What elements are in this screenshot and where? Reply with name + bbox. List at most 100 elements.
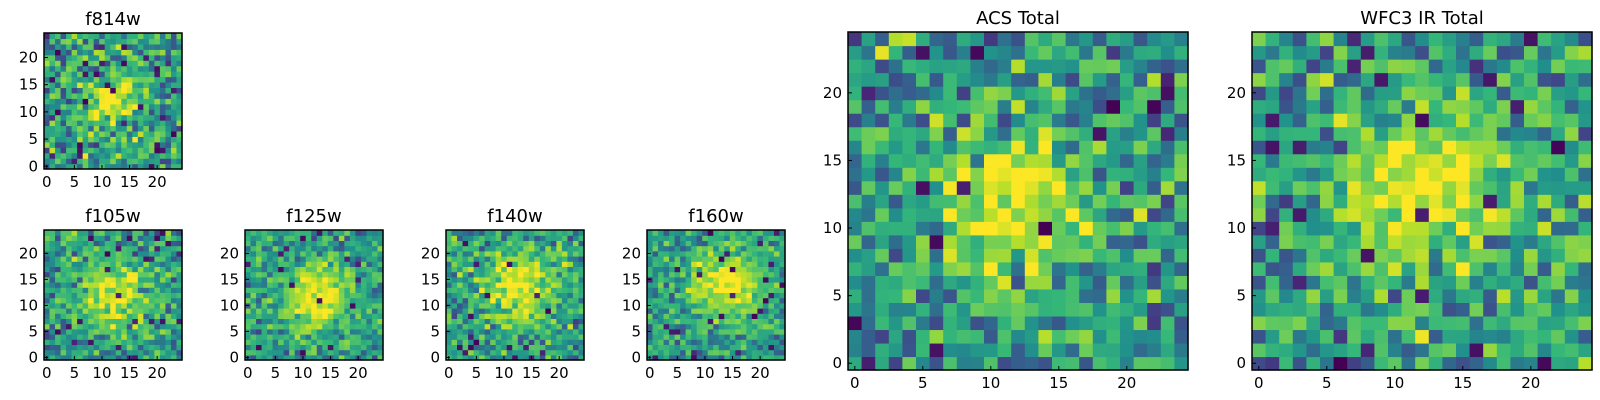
heatmap-cell	[685, 308, 692, 314]
heatmap-cell	[1320, 288, 1335, 303]
heatmap-cell	[143, 54, 150, 61]
heatmap-cell	[71, 158, 78, 165]
heatmap-cell	[278, 354, 285, 361]
heatmap-cell	[567, 328, 574, 335]
heatmap-cell	[740, 339, 747, 345]
heatmap-cell	[154, 76, 161, 83]
heatmap-cell	[691, 339, 698, 345]
heatmap-cell	[148, 334, 155, 340]
heatmap-cell	[316, 354, 323, 361]
heatmap-cell	[528, 261, 535, 267]
heatmap-cell	[148, 245, 155, 252]
heatmap-cell	[669, 292, 676, 299]
heatmap-cell	[377, 261, 384, 267]
heatmap-cell	[88, 130, 95, 137]
heatmap-cell	[1469, 167, 1484, 182]
heatmap-cell	[702, 334, 709, 340]
heatmap-cell	[126, 250, 133, 257]
heatmap-cell	[1401, 72, 1416, 87]
heatmap-cell	[137, 323, 144, 330]
heatmap-cell	[77, 271, 84, 278]
heatmap-cell	[1347, 59, 1362, 74]
heatmap-cell	[1320, 207, 1335, 222]
heatmap-cell	[779, 230, 786, 236]
heatmap-cell	[1469, 140, 1484, 155]
heatmap-cell	[768, 261, 775, 267]
heatmap-cell	[256, 230, 263, 236]
heatmap-cell	[578, 266, 585, 273]
heatmap-cell	[1442, 356, 1457, 371]
heatmap-cell	[377, 349, 384, 356]
heatmap-cell	[997, 86, 1012, 101]
heatmap-cell	[88, 147, 95, 154]
heatmap-cell	[473, 256, 480, 262]
heatmap-cell	[1320, 32, 1335, 47]
heatmap-cell	[371, 323, 379, 330]
heatmap-cell	[1428, 86, 1443, 101]
heatmap-cell	[110, 141, 117, 148]
heatmap-cell	[1292, 72, 1307, 87]
heatmap-cell	[517, 271, 524, 278]
heatmap-cell	[256, 245, 263, 252]
heatmap-cell	[121, 292, 128, 299]
heatmap-cell	[165, 339, 172, 345]
heatmap-cell	[567, 302, 574, 309]
heatmap-cell	[561, 287, 569, 293]
heatmap-cell	[943, 153, 958, 168]
heatmap-cell	[283, 282, 290, 288]
heatmap-cell	[170, 87, 178, 94]
heatmap-cell	[289, 344, 296, 351]
heatmap-cell	[104, 92, 111, 99]
heatmap-cell	[360, 250, 368, 257]
heatmap-cell	[1415, 72, 1430, 87]
heatmap-cell	[523, 282, 530, 288]
heatmap-cell	[60, 136, 67, 143]
heatmap-cell	[1052, 248, 1067, 263]
heatmap-cell	[523, 328, 530, 335]
heatmap-cell	[121, 230, 128, 236]
heatmap-cell	[261, 313, 268, 319]
heatmap-cell	[768, 354, 775, 361]
heatmap-cell	[1551, 207, 1566, 222]
heatmap-cell	[154, 81, 161, 88]
heatmap-cell	[572, 339, 580, 345]
heatmap-cell	[154, 158, 161, 165]
y-tick-label: 5	[28, 130, 38, 148]
heatmap-cell	[256, 287, 263, 293]
heatmap-cell	[1551, 126, 1566, 141]
heatmap-cell	[121, 38, 128, 45]
heatmap-cell	[71, 256, 78, 262]
heatmap-cell	[132, 354, 139, 361]
heatmap-cell	[762, 302, 770, 309]
heatmap-cell	[360, 308, 368, 314]
heatmap-cell	[55, 158, 62, 165]
heatmap-cell	[99, 302, 106, 309]
heatmap-cell	[44, 297, 51, 304]
heatmap-cell	[561, 240, 569, 247]
heatmap-cell	[154, 323, 161, 330]
heatmap-cell	[137, 318, 144, 325]
heatmap-cell	[110, 292, 117, 299]
heatmap-cell	[159, 33, 167, 40]
heatmap-cell	[66, 297, 73, 304]
heatmap-cell	[669, 344, 676, 351]
heatmap-cell	[110, 65, 117, 72]
heatmap-cell	[1306, 248, 1321, 263]
heatmap-cell	[132, 235, 139, 241]
heatmap-cell	[658, 250, 665, 257]
heatmap-cell	[956, 288, 971, 303]
heatmap-cell	[1079, 180, 1094, 195]
heatmap-cell	[143, 125, 150, 132]
heatmap-cell	[861, 194, 876, 209]
heatmap-cell	[674, 339, 681, 345]
heatmap-cell	[1252, 248, 1267, 263]
heatmap-cell	[1174, 207, 1189, 222]
heatmap-cell	[929, 140, 944, 155]
heatmap-cell	[1279, 288, 1294, 303]
heatmap-cell	[468, 261, 475, 267]
heatmap-cell	[1388, 32, 1403, 47]
heatmap-cell	[902, 86, 917, 101]
heatmap-cell	[110, 87, 117, 94]
heatmap-cell	[77, 163, 84, 170]
heatmap-cell	[165, 276, 172, 283]
